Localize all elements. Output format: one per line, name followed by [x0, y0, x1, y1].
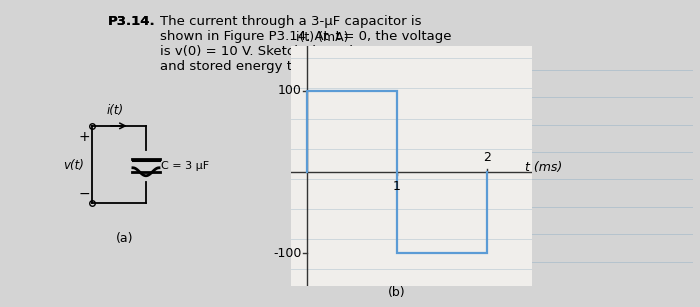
Text: The current through a 3-μF capacitor is: The current through a 3-μF capacitor is	[160, 15, 421, 28]
Text: −: −	[78, 187, 90, 201]
Text: P3.14. The current through a 3-μF capacitor is: P3.14. The current through a 3-μF capaci…	[108, 15, 456, 28]
Text: +: +	[78, 130, 90, 143]
Text: P3.14.: P3.14.	[108, 15, 155, 28]
Text: 100: 100	[277, 84, 301, 97]
Text: v(t): v(t)	[63, 159, 84, 172]
Text: (b): (b)	[388, 286, 405, 298]
Text: and stored energy to scale versus time.: and stored energy to scale versus time.	[160, 60, 426, 73]
Text: t (ms): t (ms)	[525, 161, 562, 174]
Text: (a): (a)	[116, 232, 133, 246]
Text: 1: 1	[393, 180, 401, 193]
Text: i(t): i(t)	[107, 103, 124, 117]
Text: -100: -100	[273, 247, 301, 259]
Text: P3.14.: P3.14.	[108, 15, 155, 28]
Text: i(t) (mA): i(t) (mA)	[296, 31, 349, 44]
Text: is v(0) = 10 V. Sketch the voltage, power,: is v(0) = 10 V. Sketch the voltage, powe…	[160, 45, 437, 58]
Text: C = 3 μF: C = 3 μF	[161, 161, 209, 171]
Text: shown in Figure P3.14. At  t = 0, the voltage: shown in Figure P3.14. At t = 0, the vol…	[160, 30, 452, 43]
Text: 2: 2	[483, 151, 491, 164]
